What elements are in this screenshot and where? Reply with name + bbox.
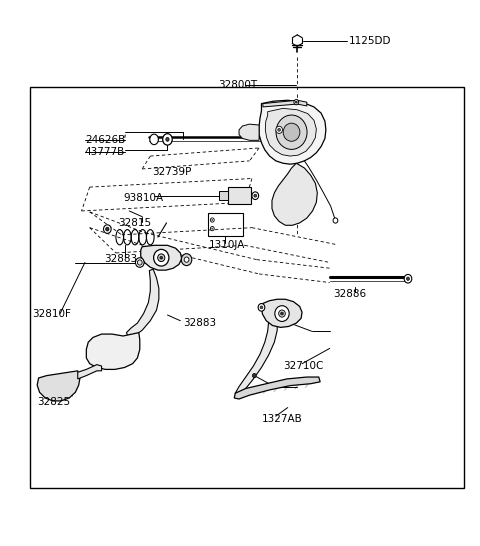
Ellipse shape: [212, 228, 213, 229]
Ellipse shape: [276, 115, 307, 150]
Ellipse shape: [283, 123, 300, 141]
Text: 24626B: 24626B: [85, 135, 125, 145]
Polygon shape: [78, 365, 102, 379]
Ellipse shape: [150, 134, 158, 145]
Text: 32883: 32883: [183, 318, 216, 328]
Text: 1125DD: 1125DD: [349, 35, 391, 46]
Ellipse shape: [210, 227, 214, 231]
Text: 32800T: 32800T: [218, 80, 258, 91]
Polygon shape: [126, 269, 159, 336]
Text: 32815: 32815: [118, 218, 151, 228]
Ellipse shape: [295, 101, 297, 103]
Text: 32886: 32886: [333, 289, 366, 299]
Text: 32825: 32825: [37, 397, 70, 407]
Polygon shape: [239, 124, 259, 140]
Ellipse shape: [258, 304, 265, 311]
Ellipse shape: [157, 254, 165, 262]
Ellipse shape: [212, 219, 213, 221]
Text: 32810F: 32810F: [33, 308, 72, 318]
Ellipse shape: [278, 128, 281, 131]
Text: 32739P: 32739P: [152, 167, 191, 177]
Ellipse shape: [260, 306, 263, 309]
Polygon shape: [234, 377, 320, 399]
Polygon shape: [228, 187, 251, 204]
Ellipse shape: [184, 257, 189, 262]
Ellipse shape: [137, 260, 142, 265]
Ellipse shape: [279, 310, 285, 317]
Ellipse shape: [252, 373, 256, 378]
Ellipse shape: [210, 218, 214, 222]
Polygon shape: [235, 322, 277, 396]
Ellipse shape: [154, 250, 169, 266]
Ellipse shape: [104, 225, 111, 233]
Polygon shape: [262, 299, 302, 328]
Polygon shape: [272, 163, 317, 225]
Ellipse shape: [254, 194, 257, 197]
Polygon shape: [259, 100, 326, 164]
Ellipse shape: [135, 258, 144, 268]
Ellipse shape: [294, 99, 299, 105]
Text: 32710C: 32710C: [283, 361, 324, 371]
Text: 32883: 32883: [104, 254, 137, 264]
Text: 43777B: 43777B: [85, 147, 125, 157]
Ellipse shape: [407, 277, 409, 281]
Polygon shape: [141, 245, 182, 270]
Ellipse shape: [252, 192, 259, 199]
Text: 1310JA: 1310JA: [209, 240, 245, 250]
Ellipse shape: [404, 275, 412, 283]
Text: 1327AB: 1327AB: [262, 413, 302, 424]
Polygon shape: [86, 333, 140, 370]
Polygon shape: [219, 191, 228, 200]
Ellipse shape: [275, 306, 289, 322]
Ellipse shape: [276, 126, 282, 133]
Polygon shape: [265, 108, 316, 156]
Ellipse shape: [166, 138, 169, 141]
Text: 93810A: 93810A: [123, 193, 163, 203]
Ellipse shape: [333, 218, 338, 223]
Ellipse shape: [106, 227, 109, 231]
Ellipse shape: [160, 256, 163, 259]
Ellipse shape: [163, 134, 172, 145]
Ellipse shape: [281, 312, 283, 315]
Polygon shape: [263, 100, 307, 107]
Polygon shape: [37, 371, 80, 401]
Ellipse shape: [181, 254, 192, 265]
